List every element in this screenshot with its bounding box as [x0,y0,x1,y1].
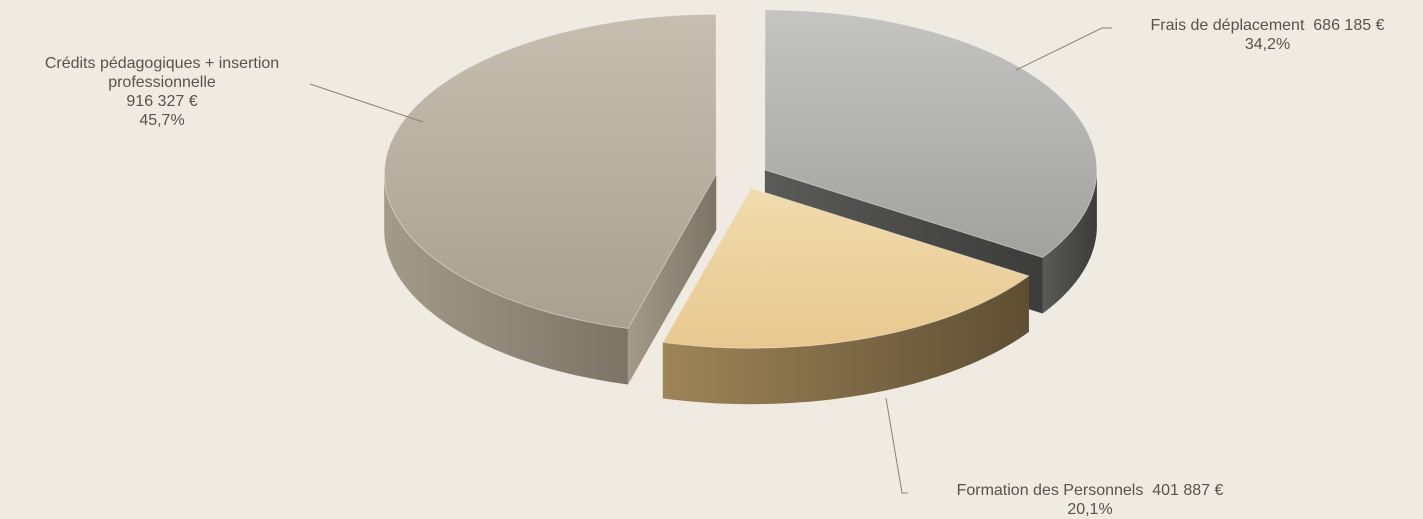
slice-label-formation: Formation des Personnels 401 887 € 20,1% [908,481,1272,519]
pie-slice-formation-top [662,187,1030,349]
pie-slice-formation [662,187,1030,405]
slice-label-credits-percent: 45,7% [139,112,185,129]
slice-label-frais-percent: 34,2% [1244,36,1291,53]
slice-label-credits-name-2: professionnelle [108,74,216,91]
slice-label-credits-amount: 916 327 € [126,93,198,110]
slice-label-frais: Frais de déplacement 686 185 € 34,2% [1112,16,1423,54]
pie-slice-frais-side [1042,169,1097,314]
slice-label-credits: Crédits pédagogiques + insertion profess… [0,54,324,130]
slice-label-formation-percent: 20,1% [1067,501,1113,518]
pie-slice-credits-top [383,13,717,330]
slice-label-formation-amount: 401 887 € [1152,482,1224,499]
pie-slice-credits-wall-0 [627,174,717,385]
pie-slice-frais-top [764,9,1098,259]
leader-line-formation [885,397,908,494]
pie-slice-formation-side [662,275,1029,405]
slice-label-credits-name-1: Crédits pédagogiques + insertion [44,55,280,72]
leader-line-credits [309,83,424,123]
leader-line-frais [1015,27,1112,71]
pie-slice-credits [383,13,717,385]
slice-label-frais-name: Frais de déplacement [1150,17,1305,34]
slice-label-frais-amount: 686 185 € [1313,17,1385,34]
pie-slice-credits-side [384,174,628,385]
slice-label-formation-name: Formation des Personnels [956,482,1144,499]
